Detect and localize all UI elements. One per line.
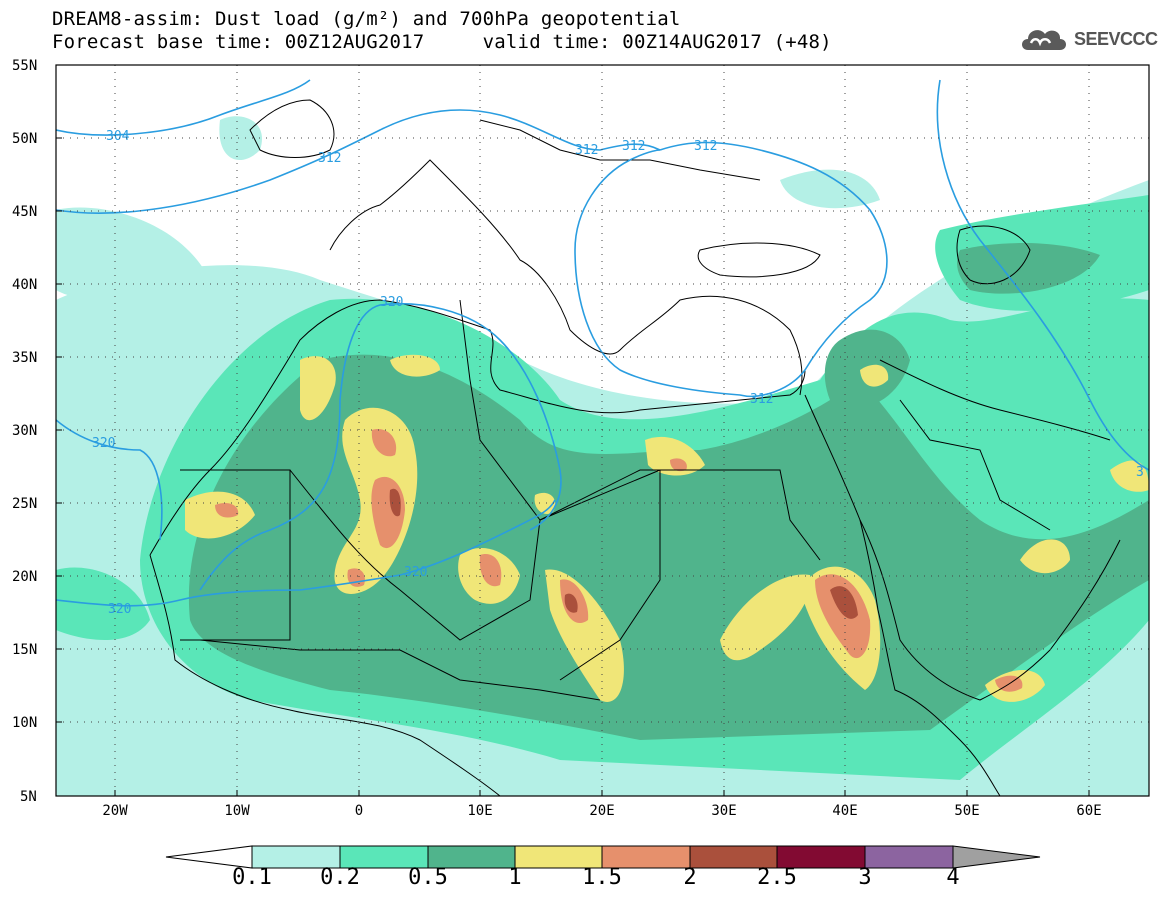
contour-label: 320 (108, 602, 131, 617)
lat-label: 25N (12, 496, 37, 512)
axis-ticks (56, 64, 1090, 797)
cloud-icon (1022, 30, 1066, 50)
horn-of-africa-coast (859, 519, 1001, 796)
colorbar-label: 0.5 (408, 865, 448, 890)
lat-label: 20N (12, 569, 37, 585)
coastlines (149, 99, 1121, 796)
colorbar-label: 3 (858, 865, 872, 890)
contour-label: 320 (404, 565, 427, 580)
colorbar-labels: 0.1 0.2 0.5 1 1.5 2 2.5 3 4 (0, 865, 1165, 895)
colorbar-high-arrow (952, 845, 1041, 869)
colorbar-label: 0.2 (320, 865, 360, 890)
colorbar-label: 4 (946, 865, 960, 890)
europe-coast (329, 159, 803, 396)
lon-label: 20W (102, 803, 128, 819)
latitude-labels: 55N 50N 45N 40N 35N 30N 25N 20N 15N 10N … (12, 58, 37, 805)
colorbar (165, 845, 1041, 869)
contour-320-west (56, 419, 163, 541)
seevccc-logo: SEEVCCC (1018, 24, 1158, 54)
contour-label: 312 (575, 143, 598, 158)
west-africa-coast (149, 554, 501, 796)
lat-label: 55N (12, 58, 37, 74)
central-europe-borders (479, 119, 761, 181)
contour-label: 312 (622, 139, 645, 154)
contour-label: 312 (318, 151, 341, 166)
title-line-2: Forecast base time: 00Z12AUG2017 valid t… (52, 31, 832, 53)
colorbar-label: 1.5 (582, 865, 622, 890)
lon-label: 40E (832, 803, 857, 819)
lat-label: 15N (12, 642, 37, 658)
lat-label: 45N (12, 204, 37, 220)
contour-label: 304 (106, 129, 130, 144)
dust-field (56, 116, 1149, 796)
sudan-egypt-border (660, 469, 821, 561)
contour-labels: 304 312 312 312 312 312 320 320 320 320 … (92, 129, 1144, 617)
colorbar-label: 2.5 (757, 865, 797, 890)
title-line-1: DREAM8-assim: Dust load (g/m²) and 700hP… (52, 8, 681, 30)
contour-label: 3 (1136, 465, 1144, 480)
caspian-sea (956, 225, 1031, 285)
sahel-borders (199, 639, 601, 701)
graticule (56, 65, 1149, 796)
black-sea (697, 242, 821, 278)
chad-border (539, 469, 661, 681)
lon-label: 30E (711, 803, 736, 819)
colorbar-label: 0.1 (232, 865, 272, 890)
lon-label: 10E (467, 803, 492, 819)
contour-label: 320 (380, 295, 403, 310)
lat-label: 30N (12, 423, 37, 439)
mali-niger-border (289, 469, 661, 641)
contour-312-north (56, 109, 661, 214)
algeria-tunisia-libya-border (459, 299, 541, 521)
lat-label: 35N (12, 350, 37, 366)
contour-304 (56, 79, 311, 136)
lat-label: 50N (12, 131, 37, 147)
mauritania-border (180, 469, 291, 641)
colorbar-label: 2 (683, 865, 697, 890)
dust-level-2 (389, 488, 858, 619)
lon-label: 60E (1076, 803, 1101, 819)
dust-level-1-5 (215, 429, 1023, 692)
contour-312-east (574, 141, 888, 397)
contour-320-south (56, 499, 556, 607)
uk-outline (249, 99, 335, 158)
lat-label: 10N (12, 715, 37, 731)
arabia-borders (899, 399, 1051, 531)
lon-label: 50E (954, 803, 979, 819)
lon-label: 0 (355, 803, 363, 819)
contour-320-main (199, 302, 562, 591)
lon-label: 10W (224, 803, 250, 819)
lat-label: 40N (12, 277, 37, 293)
contour-label: 312 (750, 392, 773, 407)
contour-label: 312 (694, 139, 717, 154)
longitude-labels: 20W 10W 0 10E 20E 30E 40E 50E 60E (102, 803, 1101, 819)
lat-label: 5N (20, 789, 37, 805)
logo-text: SEEVCCC (1074, 28, 1158, 49)
colorbar-label: 1 (508, 865, 522, 890)
geopotential-contours (56, 79, 1149, 607)
north-africa-coast (149, 299, 806, 556)
contour-label: 320 (92, 436, 115, 451)
lon-label: 20E (589, 803, 614, 819)
red-sea-arabia-coast (804, 394, 1121, 701)
contour-312-asia (936, 79, 1149, 471)
